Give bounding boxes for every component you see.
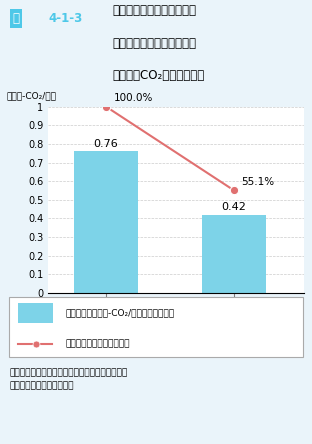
Text: での、車利用による世帯当: での、車利用による世帯当 (112, 37, 196, 50)
Text: たり年間CO₂排出量の変化: たり年間CO₂排出量の変化 (112, 69, 205, 83)
FancyBboxPatch shape (18, 304, 53, 323)
Text: カーシェアリング加入前後: カーシェアリング加入前後 (112, 4, 196, 17)
X-axis label: カーシェアリング加入世帯（n=491）: カーシェアリング加入世帯（n=491） (119, 319, 234, 329)
Text: 0.76: 0.76 (94, 139, 118, 148)
Text: 資料：公益財団法人交通エコロジー・モビリティ
　　　財団データより作成: 資料：公益財団法人交通エコロジー・モビリティ 財団データより作成 (9, 368, 128, 390)
Bar (74, 151, 138, 293)
Bar (202, 215, 266, 293)
Text: 100.0%: 100.0% (114, 93, 153, 103)
FancyBboxPatch shape (9, 297, 303, 357)
Text: 4-1-3: 4-1-3 (48, 12, 83, 25)
Text: 図: 図 (12, 12, 19, 25)
Text: 平均排出量（トン-CO₂/（年間・世帯））: 平均排出量（トン-CO₂/（年間・世帯）） (65, 309, 174, 317)
Text: 「加入前」に対する比率％: 「加入前」に対する比率％ (65, 340, 129, 349)
Text: （トン-CO₂/年）: （トン-CO₂/年） (6, 91, 56, 100)
Text: 0.42: 0.42 (222, 202, 246, 212)
Text: 55.1%: 55.1% (241, 177, 275, 187)
